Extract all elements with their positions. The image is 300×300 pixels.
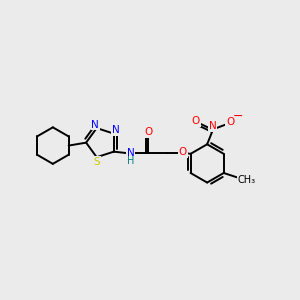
Text: N: N bbox=[112, 125, 120, 135]
Text: S: S bbox=[93, 157, 100, 166]
Text: −: − bbox=[233, 110, 243, 123]
Text: O: O bbox=[144, 128, 152, 137]
Text: O: O bbox=[191, 116, 200, 126]
Text: H: H bbox=[127, 156, 134, 167]
Text: O: O bbox=[226, 117, 234, 127]
Text: N: N bbox=[91, 119, 99, 130]
Text: CH₃: CH₃ bbox=[237, 175, 256, 185]
Text: N: N bbox=[127, 148, 134, 158]
Text: O: O bbox=[178, 147, 187, 157]
Text: N: N bbox=[208, 121, 216, 131]
